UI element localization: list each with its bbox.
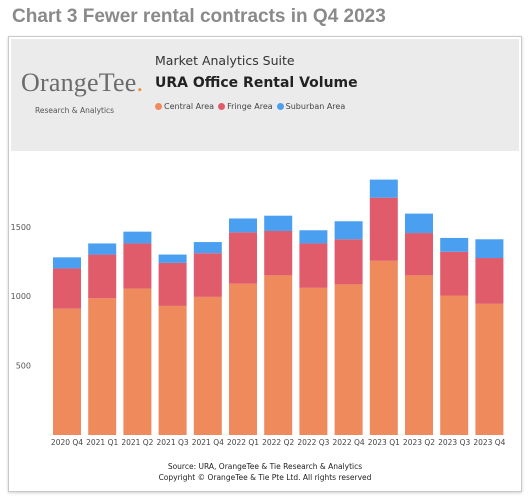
bar-fringe-area [123,243,152,289]
chart-footer: Source: URA, OrangeTee & Tie Research & … [9,461,521,483]
x-tick-label: 2023 Q3 [438,438,470,447]
bar-central-area [229,283,257,435]
x-tick-label: 2023 Q1 [368,438,400,447]
bar-fringe-area [229,232,257,284]
bar-suburban-area [405,213,433,234]
bar-fringe-area [299,243,328,288]
bar-suburban-area [158,254,187,263]
bar-central-area [88,298,117,435]
bar-fringe-area [193,253,222,297]
bar-fringe-area [88,254,117,299]
bar-suburban-area [229,218,257,233]
y-tick-label: 1000 [11,292,31,301]
bar-fringe-area [158,262,187,306]
bar-suburban-area [123,231,152,244]
x-tick-label: 2022 Q1 [227,438,259,447]
bar-central-area [440,295,469,435]
copyright-note: Copyright © OrangeTee & Tie Pte Ltd. All… [158,473,372,482]
bar-central-area [369,260,398,435]
bar-central-area [299,287,328,435]
chart-panel: OrangeTee. Research & Analytics Market A… [8,36,522,492]
bar-suburban-area [369,179,398,198]
legend-item-central: Central Area [155,102,214,111]
bar-fringe-area [369,197,398,261]
x-tick-label: 2023 Q2 [403,438,435,447]
legend-dot-central [155,103,162,110]
legend-item-suburban: Suburban Area [276,102,346,111]
bar-suburban-area [299,230,328,244]
y-tick-label: 500 [16,362,31,371]
bar-central-area [123,288,152,435]
legend-item-fringe: Fringe Area [218,102,273,111]
x-tick-label: 2023 Q4 [473,438,505,447]
bar-fringe-area [405,233,433,276]
report-header: OrangeTee. Research & Analytics Market A… [11,39,519,151]
x-tick-label: 2021 Q1 [86,438,118,447]
legend-dot-fringe [218,103,226,110]
chart-legend: Central Area Fringe Area Suburban Area [155,102,349,111]
bar-fringe-area [334,239,363,285]
bar-fringe-area [440,251,469,296]
legend-dot-suburban [276,103,284,110]
chart-title: URA Office Rental Volume [155,75,358,91]
legend-label-central: Central Area [164,102,215,111]
bar-suburban-area [88,243,117,255]
legend-label-fringe: Fringe Area [227,102,273,111]
x-tick-label: 2021 Q4 [192,438,224,447]
x-tick-label: 2021 Q2 [121,438,153,447]
logo-dot: . [136,68,144,97]
legend-label-suburban: Suburban Area [285,102,346,111]
bar-suburban-area [193,242,222,254]
bar-fringe-area [475,258,504,304]
source-note: Source: URA, OrangeTee & Tie Research & … [167,462,363,471]
suite-name: Market Analytics Suite [155,53,295,68]
chart-heading: Chart 3 Fewer rental contracts in Q4 202… [12,6,386,27]
bar-suburban-area [475,239,504,259]
x-tick-label: 2022 Q4 [333,438,365,447]
bar-central-area [334,284,363,435]
x-tick-label: 2021 Q3 [157,438,189,447]
bar-central-area [158,305,187,435]
bar-fringe-area [53,268,81,309]
logo-wordmark: OrangeTee [21,68,137,97]
x-tick-label: 2020 Q4 [51,438,83,447]
logo-subtitle: Research & Analytics [35,106,115,115]
bar-fringe-area [264,230,293,276]
bar-suburban-area [440,237,469,252]
orangetee-logo: OrangeTee. [21,68,143,98]
bar-central-area [264,275,293,435]
bar-central-area [193,296,222,435]
bar-suburban-area [334,221,363,240]
y-tick-label: 1500 [11,223,31,232]
bar-central-area [475,303,504,435]
bar-suburban-area [264,215,293,231]
x-tick-label: 2022 Q3 [297,438,329,447]
bar-central-area [405,275,433,435]
bar-suburban-area [53,257,81,269]
bar-central-area [53,308,81,435]
x-tick-label: 2022 Q2 [262,438,294,447]
